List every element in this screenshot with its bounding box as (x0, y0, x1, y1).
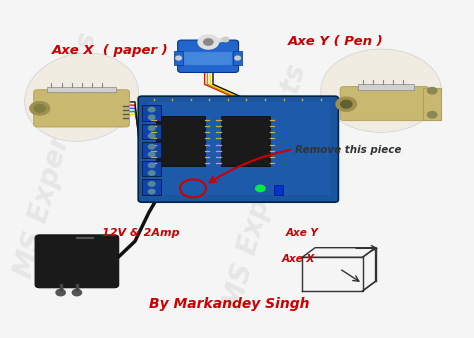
Circle shape (148, 171, 155, 175)
Circle shape (176, 56, 182, 60)
Circle shape (428, 88, 437, 94)
Bar (142, 105, 162, 121)
Bar (146, 102, 330, 195)
Bar (358, 84, 414, 90)
Circle shape (148, 126, 155, 130)
Circle shape (148, 145, 155, 149)
FancyBboxPatch shape (340, 87, 429, 121)
Circle shape (222, 37, 229, 42)
Circle shape (148, 163, 155, 168)
Circle shape (148, 134, 155, 138)
Bar (156, 116, 205, 166)
Text: By Markandey Singh: By Markandey Singh (149, 297, 310, 311)
Circle shape (198, 35, 219, 49)
Text: Axe X: Axe X (281, 254, 315, 264)
Bar (423, 88, 441, 120)
FancyBboxPatch shape (35, 235, 118, 288)
FancyBboxPatch shape (34, 90, 129, 127)
Circle shape (148, 107, 155, 112)
Circle shape (56, 289, 65, 296)
Bar (142, 179, 162, 195)
Circle shape (148, 115, 155, 120)
Bar (184, 52, 232, 65)
Bar (221, 116, 270, 166)
Bar (142, 161, 162, 176)
Circle shape (336, 97, 356, 111)
Bar (174, 51, 183, 65)
Circle shape (29, 101, 50, 115)
Circle shape (148, 189, 155, 194)
Bar (142, 124, 162, 139)
Circle shape (341, 100, 352, 108)
Bar (142, 142, 162, 158)
Circle shape (428, 112, 437, 118)
Text: Axe X  ( paper ): Axe X ( paper ) (51, 44, 168, 57)
Text: 12V & 2Amp: 12V & 2Amp (102, 228, 180, 238)
Bar (233, 51, 242, 65)
Ellipse shape (321, 49, 441, 132)
Text: Axe Y: Axe Y (286, 228, 319, 238)
Circle shape (148, 152, 155, 157)
Circle shape (72, 289, 82, 296)
Circle shape (235, 56, 240, 60)
Text: MS Experiments: MS Experiments (9, 29, 102, 281)
Circle shape (204, 39, 213, 45)
Bar (47, 87, 117, 92)
Text: Remove this piece: Remove this piece (295, 145, 401, 155)
Text: Axe Y ( Pen ): Axe Y ( Pen ) (288, 34, 384, 48)
Circle shape (255, 185, 265, 192)
Circle shape (148, 182, 155, 186)
Circle shape (34, 104, 46, 112)
FancyBboxPatch shape (138, 96, 338, 202)
Bar (274, 185, 283, 195)
FancyBboxPatch shape (178, 40, 238, 72)
Text: MS Experiments: MS Experiments (219, 61, 311, 313)
Ellipse shape (25, 53, 138, 141)
